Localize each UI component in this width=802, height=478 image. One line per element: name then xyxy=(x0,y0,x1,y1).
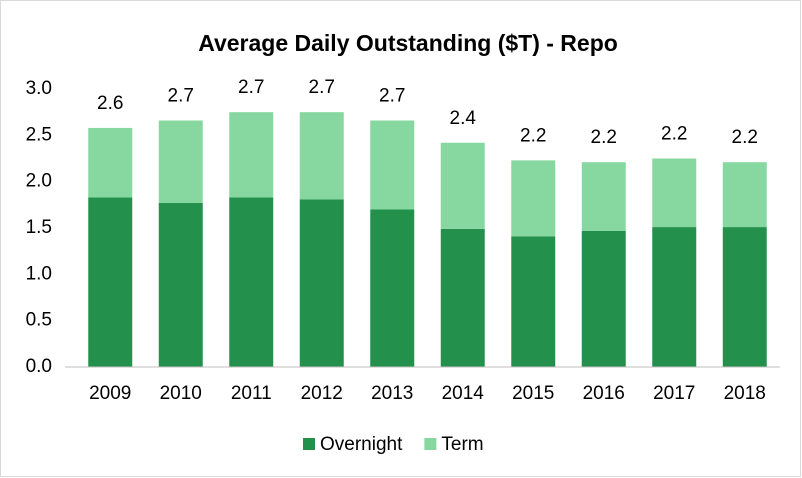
bar-segment xyxy=(299,112,344,200)
bar-segment xyxy=(440,228,485,367)
bar-segment xyxy=(652,158,697,228)
legend-label: Term xyxy=(441,434,483,455)
chart-title: Average Daily Outstanding ($T) - Repo xyxy=(198,30,618,56)
y-tick-label: 1.0 xyxy=(26,263,52,284)
x-tick-label: 2009 xyxy=(89,383,131,404)
legend-label: Overnight xyxy=(320,434,403,455)
total-label: 2.7 xyxy=(379,86,405,107)
total-label: 2.2 xyxy=(661,124,687,145)
bar-segment xyxy=(88,127,133,198)
y-tick-label: 0.5 xyxy=(26,310,52,331)
y-tick-label: 0.0 xyxy=(26,356,52,377)
x-tick-label: 2014 xyxy=(442,383,485,404)
y-tick-label: 2.0 xyxy=(26,171,52,192)
bar-segment xyxy=(722,162,767,228)
total-label: 2.7 xyxy=(238,77,264,98)
x-tick-label: 2017 xyxy=(653,383,695,404)
bar-segment xyxy=(722,227,767,367)
y-tick-label: 2.5 xyxy=(26,124,52,145)
x-tick-label: 2010 xyxy=(160,383,202,404)
total-label: 2.7 xyxy=(309,77,335,98)
bar-segment xyxy=(158,202,203,367)
y-tick-label: 1.5 xyxy=(26,217,52,238)
x-tick-label: 2015 xyxy=(512,383,554,404)
bar-segment xyxy=(652,227,697,367)
bar-segment xyxy=(229,112,274,198)
x-tick-label: 2012 xyxy=(301,383,343,404)
bar-segment xyxy=(581,162,626,231)
bar-segment xyxy=(370,209,415,367)
total-label: 2.7 xyxy=(168,86,194,107)
bar-segment xyxy=(581,230,626,367)
x-tick-label: 2011 xyxy=(231,383,272,404)
total-label: 2.4 xyxy=(450,108,477,129)
x-tick-label: 2016 xyxy=(583,383,625,404)
total-label: 2.6 xyxy=(97,93,123,114)
total-label: 2.2 xyxy=(520,125,546,146)
bar-segment xyxy=(88,197,133,367)
legend-swatch xyxy=(424,438,437,450)
x-tick-label: 2018 xyxy=(724,383,766,404)
bar-segment xyxy=(440,142,485,229)
bar-segment xyxy=(370,120,415,210)
legend-swatch xyxy=(303,438,315,450)
total-label: 2.2 xyxy=(732,127,758,148)
total-label: 2.2 xyxy=(591,127,617,148)
bar-segment xyxy=(299,199,344,367)
bar-segment xyxy=(229,197,274,367)
bar-segment xyxy=(511,236,556,367)
bar-segment xyxy=(158,120,203,203)
y-tick-label: 3.0 xyxy=(26,78,52,99)
bar-segment xyxy=(511,160,556,237)
x-tick-label: 2013 xyxy=(371,383,413,404)
